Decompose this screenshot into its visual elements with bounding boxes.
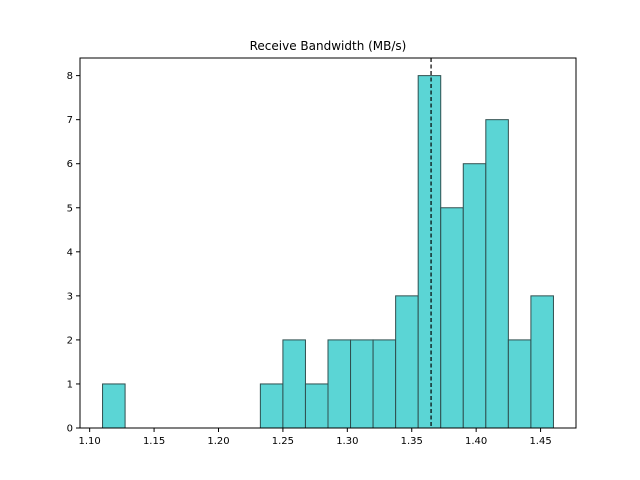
y-axis: 0 1 2 3 4 5 6 7 8 xyxy=(67,71,80,435)
histogram-bar-1 xyxy=(259,383,284,429)
histogram-bar-6 xyxy=(372,339,397,429)
y-tick-label-5: 5 xyxy=(67,203,73,214)
x-tick-label-4: 1.30 xyxy=(336,436,358,447)
histogram-bar-2 xyxy=(282,339,306,429)
y-tick-label-1: 1 xyxy=(67,379,73,390)
y-tick-label-8: 8 xyxy=(67,71,73,82)
x-tick-label-1: 1.15 xyxy=(143,436,165,447)
histogram-bar-4 xyxy=(327,339,352,429)
y-tick-label-2: 2 xyxy=(67,335,73,346)
x-tick-label-6: 1.40 xyxy=(465,436,487,447)
y-tick-label-7: 7 xyxy=(67,115,73,126)
histogram-bar-13 xyxy=(530,295,554,429)
histogram-bar-3 xyxy=(304,383,329,429)
chart-title: Receive Bandwidth (MB/s) xyxy=(250,39,407,53)
y-tick-label-6: 6 xyxy=(67,159,73,170)
histogram-bar-7 xyxy=(395,295,419,429)
x-tick-label-7: 1.45 xyxy=(529,436,551,447)
x-tick-label-3: 1.25 xyxy=(272,436,294,447)
histogram-bar-10 xyxy=(462,163,487,429)
y-tick-label-0: 0 xyxy=(67,424,73,435)
histogram-bar-9 xyxy=(440,207,464,429)
histogram-bar-0 xyxy=(102,383,126,429)
x-axis: 1.10 1.15 1.20 1.25 1.30 1.35 1.40 1.45 xyxy=(79,428,552,447)
histogram-bar-12 xyxy=(507,339,532,429)
plot-frame xyxy=(79,57,577,429)
histogram-bar-8 xyxy=(417,75,442,429)
histogram-bar-11 xyxy=(485,119,509,429)
x-tick-label-0: 1.10 xyxy=(79,436,101,447)
y-tick-label-3: 3 xyxy=(67,291,73,302)
x-tick-label-5: 1.35 xyxy=(401,436,423,447)
y-tick-label-4: 4 xyxy=(67,247,73,258)
x-tick-label-2: 1.20 xyxy=(207,436,229,447)
histogram-bar-5 xyxy=(350,339,374,429)
